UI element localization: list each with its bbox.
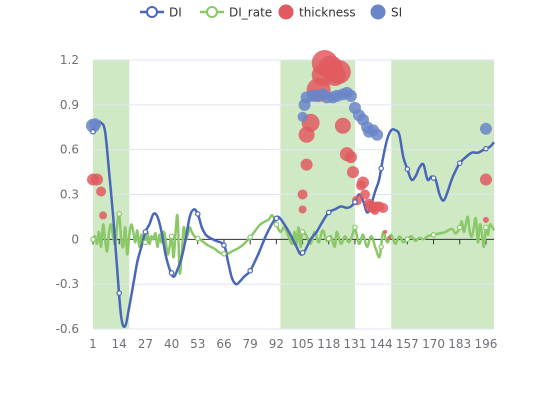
di-rate-marker[interactable]: [273, 221, 280, 228]
di-marker[interactable]: [194, 211, 201, 217]
x-tick-label: 79: [243, 337, 258, 351]
di-rate-marker[interactable]: [483, 224, 489, 231]
y-tick-label: 1.2: [60, 53, 79, 67]
di-rate-marker[interactable]: [168, 233, 175, 240]
legend-item-di-rate[interactable]: DI_rate: [200, 6, 272, 20]
di-rate-marker[interactable]: [378, 244, 384, 250]
x-tick-label: 14: [112, 337, 127, 351]
thickness-point[interactable]: [297, 189, 308, 200]
x-tick-label: 92: [269, 337, 284, 351]
thickness-point[interactable]: [96, 186, 107, 197]
di-rate-marker[interactable]: [352, 224, 358, 231]
legend-label: SI: [391, 6, 402, 20]
x-tick-label: 27: [138, 337, 153, 351]
legend-dot-icon: [278, 4, 294, 20]
di-line: [91, 120, 495, 329]
y-tick-label: 0.9: [60, 98, 79, 112]
di-rate-marker[interactable]: [404, 236, 411, 243]
x-tick-label: 1: [89, 337, 97, 351]
thickness-point[interactable]: [387, 235, 392, 240]
di-marker[interactable]: [325, 209, 332, 216]
legend-item-si[interactable]: SI: [370, 4, 403, 20]
si-point[interactable]: [89, 118, 102, 131]
thickness-point[interactable]: [334, 117, 351, 134]
y-axis-ticks: 1.2 0.9 0.6 0.3 0 -0.3 -0.6: [56, 53, 79, 336]
legend-circle-icon: [206, 6, 218, 18]
legend-dot-icon: [370, 4, 386, 20]
x-tick-label: 66: [216, 337, 231, 351]
series-layer: [86, 49, 496, 329]
x-tick-label: 183: [448, 337, 471, 351]
legend-label: DI_rate: [229, 6, 272, 20]
di-rate-marker[interactable]: [247, 234, 253, 240]
thickness-point[interactable]: [326, 59, 351, 84]
di-marker[interactable]: [90, 128, 96, 135]
si-point[interactable]: [297, 111, 308, 122]
thickness-point[interactable]: [298, 205, 307, 214]
y-tick-label: 0.3: [60, 188, 79, 202]
di-rate-marker[interactable]: [430, 232, 437, 238]
di-rate-marker[interactable]: [299, 229, 306, 235]
si-point[interactable]: [371, 128, 384, 141]
legend-item-thickness[interactable]: thickness: [278, 4, 356, 20]
legend-label: thickness: [299, 6, 356, 20]
legend-label: DI: [169, 6, 182, 20]
di-rate-marker[interactable]: [116, 211, 122, 217]
di-marker[interactable]: [116, 290, 122, 296]
y-tick-label: 0: [71, 232, 79, 246]
di-marker[interactable]: [378, 165, 384, 172]
di-rate-marker[interactable]: [90, 236, 96, 243]
legend-item-di[interactable]: DI: [140, 6, 182, 20]
di-marker[interactable]: [168, 270, 175, 276]
y-tick-label: -0.6: [56, 322, 79, 336]
thickness-point[interactable]: [357, 176, 370, 189]
di-marker[interactable]: [404, 166, 411, 172]
x-tick-label: 157: [396, 337, 419, 351]
x-tick-label: 170: [422, 337, 445, 351]
x-axis-ticks: 1 14 27 40 53 66 79 92 105 118 131 144 157 170 183 196: [89, 337, 497, 351]
thickness-point[interactable]: [346, 166, 359, 179]
thickness-point[interactable]: [300, 158, 313, 171]
di-marker[interactable]: [142, 229, 149, 235]
x-tick-label: 144: [370, 337, 393, 351]
legend[interactable]: DI DI_rate thickness SI: [140, 4, 403, 20]
legend-circle-icon: [146, 6, 158, 18]
thickness-point[interactable]: [99, 211, 108, 220]
x-tick-label: 105: [291, 337, 314, 351]
di-marker[interactable]: [299, 249, 306, 256]
y-tick-label: 0.6: [60, 143, 79, 157]
di-marker[interactable]: [456, 160, 463, 166]
si-point[interactable]: [479, 122, 492, 135]
x-tick-label: 53: [190, 337, 205, 351]
si-point[interactable]: [344, 89, 357, 102]
di-marker[interactable]: [273, 215, 280, 222]
di-rate-marker[interactable]: [142, 239, 149, 246]
thickness-point[interactable]: [360, 189, 371, 200]
di-rate-marker[interactable]: [194, 235, 201, 242]
y-tick-label: -0.3: [56, 277, 79, 291]
di-marker[interactable]: [352, 199, 358, 205]
thickness-point[interactable]: [344, 151, 357, 164]
x-tick-label: 40: [164, 337, 179, 351]
thickness-point[interactable]: [383, 229, 388, 234]
thickness-point[interactable]: [479, 173, 492, 186]
thickness-point[interactable]: [482, 216, 489, 223]
x-tick-label: 196: [474, 337, 497, 351]
di-rate-marker[interactable]: [456, 224, 463, 231]
di-marker[interactable]: [430, 175, 437, 181]
di-rate-marker[interactable]: [325, 235, 332, 242]
di-marker[interactable]: [483, 145, 489, 152]
x-tick-label: 118: [317, 337, 340, 351]
di-rate-marker[interactable]: [221, 250, 227, 257]
di-marker[interactable]: [221, 242, 227, 249]
x-tick-label: 131: [344, 337, 367, 351]
thickness-point[interactable]: [378, 202, 389, 213]
di-marker[interactable]: [247, 267, 253, 274]
thickness-point[interactable]: [91, 173, 104, 186]
